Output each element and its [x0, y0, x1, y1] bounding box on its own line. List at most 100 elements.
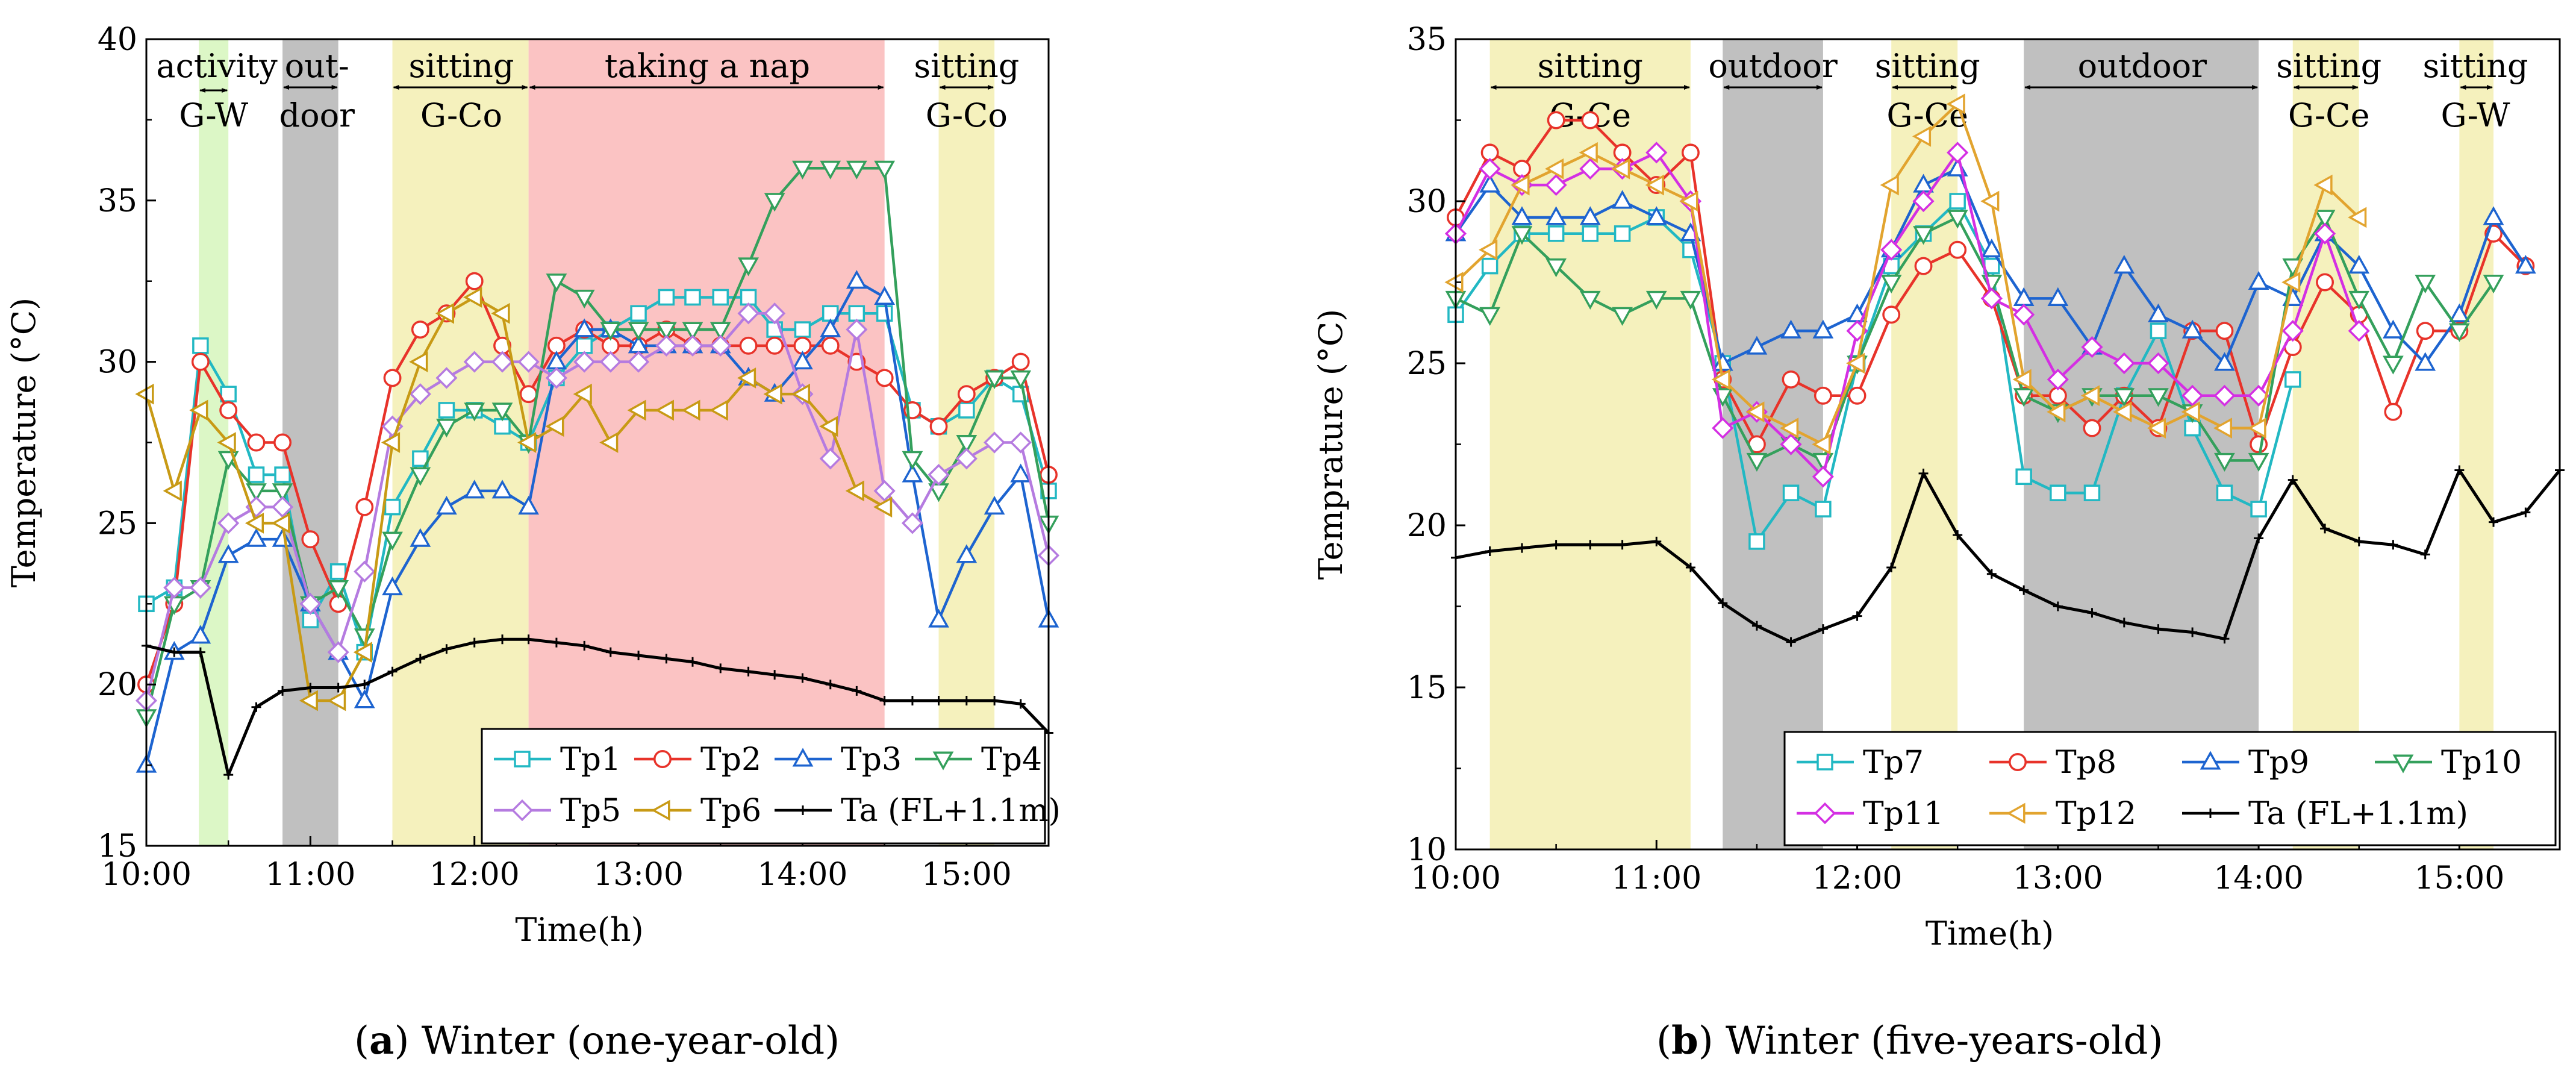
- point-ta-fl-1-1m-10: [1751, 621, 1762, 631]
- legend-item-tp2: Tp2: [634, 742, 761, 778]
- point-tp9-31: [2448, 303, 2470, 322]
- series-line-tp4: [145, 166, 1050, 718]
- point-tp12-10: [1745, 401, 1765, 423]
- point-tp12-16: [1946, 93, 1965, 114]
- x-tick-label-3: 12:00: [1812, 860, 1903, 896]
- point-tp11-16: [1947, 142, 1969, 164]
- point-tp6-20: [655, 399, 674, 421]
- point-ta-fl-1-1m-14: [1886, 562, 1897, 572]
- caption-panel-a: (a) Winter (one-year-old): [354, 1018, 840, 1063]
- point-tp5-20: [655, 334, 678, 357]
- point-tp5-13: [463, 351, 485, 373]
- point-tp3-13: [464, 480, 485, 499]
- point-tp11-19: [2047, 368, 2069, 390]
- point-tp5-15: [517, 351, 540, 373]
- point-tp4-12: [436, 419, 457, 438]
- point-tp8-5: [1581, 111, 1600, 130]
- point-tp3-14: [491, 480, 513, 499]
- point-tp3-12: [436, 496, 457, 515]
- point-tp1-6: [274, 466, 291, 483]
- point-ta-fl-1-1m-14: [497, 634, 508, 645]
- point-tp11-25: [2248, 384, 2270, 407]
- series-tp11: [1444, 142, 2370, 488]
- point-tp5-17: [573, 351, 596, 373]
- legend-swatch-marker: [653, 750, 672, 768]
- point-tp2-33: [1011, 352, 1030, 371]
- point-tp7-26: [2284, 371, 2301, 388]
- y-tick-label-6: 40: [98, 22, 137, 58]
- point-tp7-4: [1547, 225, 1565, 242]
- legend-swatch-marker: [2006, 802, 2026, 824]
- legend-swatch-marker: [2009, 753, 2027, 771]
- legend-label: Tp7: [1863, 745, 1924, 781]
- point-tp6-13: [463, 287, 482, 308]
- legend-item-tp8: Tp8: [1989, 745, 2116, 781]
- y-tick-label-2: 15: [1407, 670, 1447, 706]
- point-tp8-24: [2215, 322, 2234, 340]
- point-ta-fl-1-1m-23: [743, 666, 753, 677]
- point-tp5-4: [217, 512, 240, 534]
- point-tp3-10: [382, 576, 403, 596]
- point-tp5-23: [737, 302, 759, 325]
- point-tp12-26: [2281, 272, 2301, 293]
- point-tp11-28: [2348, 320, 2370, 342]
- point-ta-fl-1-1m-21: [687, 657, 697, 667]
- point-tp12-14: [1880, 174, 1899, 196]
- point-tp4-6: [272, 483, 293, 502]
- point-tp11-9: [1712, 417, 1734, 439]
- activity-band-5: [2292, 39, 2359, 849]
- point-tp5-16: [545, 367, 567, 389]
- x-tick-label-6: 15:00: [2414, 860, 2504, 896]
- point-ta-fl-1-1m-10: [387, 666, 398, 677]
- point-tp10-2: [1479, 307, 1501, 326]
- point-tp6-14: [491, 302, 510, 324]
- annotation-sitting-4: sitting: [1875, 47, 1980, 85]
- point-tp5-11: [409, 383, 431, 405]
- point-tp1-23: [740, 289, 757, 306]
- y-tick-label-1: 15: [98, 828, 137, 864]
- series-tp12: [1444, 93, 2367, 455]
- point-ta-fl-1-1m-21: [2119, 617, 2129, 628]
- point-tp4-29: [902, 451, 923, 470]
- point-ta-fl-1-1m-29: [907, 695, 917, 705]
- point-tp9-7: [1645, 206, 1667, 225]
- point-tp9-17: [1981, 239, 2003, 258]
- legend-item-ta-fl-1-1m: Ta (FL+1.1m): [2182, 796, 2468, 832]
- point-tp12-23: [2181, 401, 2200, 423]
- point-tp4-13: [464, 402, 485, 422]
- annotation-activity-1: activity: [156, 47, 278, 85]
- point-tp11-18: [2013, 304, 2035, 326]
- annotation-sitting-7: sitting: [2276, 47, 2381, 85]
- legend-swatch-marker: [2200, 751, 2221, 770]
- point-ta-fl-1-1m-3: [1517, 543, 1527, 553]
- point-tp9-21: [2113, 255, 2135, 274]
- annotation-out-3: out-: [285, 47, 349, 85]
- point-ta-fl-1-1m-28: [2354, 536, 2364, 546]
- point-tp10-5: [1579, 290, 1601, 310]
- activity-band-3: [1891, 39, 1958, 849]
- legend: Tp7 Tp8 Tp9 Tp10 Tp11 Tp12 Ta (FL+1.1m): [1783, 731, 2557, 846]
- point-tp4-24: [764, 193, 785, 212]
- legend-item-tp7: Tp7: [1797, 745, 1924, 781]
- point-tp4-8: [328, 580, 349, 599]
- point-tp9-12: [1812, 319, 1834, 339]
- point-tp5-26: [819, 448, 841, 470]
- y-tick-label-3: 20: [1407, 508, 1447, 544]
- legend-swatch-marker: [798, 805, 808, 815]
- point-tp8-8: [1681, 143, 1700, 162]
- annotation-g-ce-8: G-Ce: [2288, 96, 2370, 134]
- annotation-g-w-2: G-W: [179, 96, 248, 134]
- annotation-outdoor-6: outdoor: [2078, 47, 2207, 85]
- legend-label: Ta (FL+1.1m): [841, 793, 1061, 829]
- point-ta-fl-1-1m-18: [2019, 585, 2029, 595]
- point-ta-fl-1-1m-11: [1786, 637, 1796, 647]
- point-tp7-10: [1748, 533, 1765, 550]
- legend-item-tp10: Tp10: [2375, 745, 2522, 781]
- point-tp2-23: [739, 336, 758, 355]
- legend-swatch-marker: [2206, 808, 2215, 818]
- point-ta-fl-1-1m-31: [961, 695, 971, 705]
- point-tp7-2: [1481, 257, 1499, 275]
- activity-band-2: [282, 39, 338, 846]
- point-tp1-22: [712, 289, 729, 306]
- point-tp5-12: [435, 367, 458, 389]
